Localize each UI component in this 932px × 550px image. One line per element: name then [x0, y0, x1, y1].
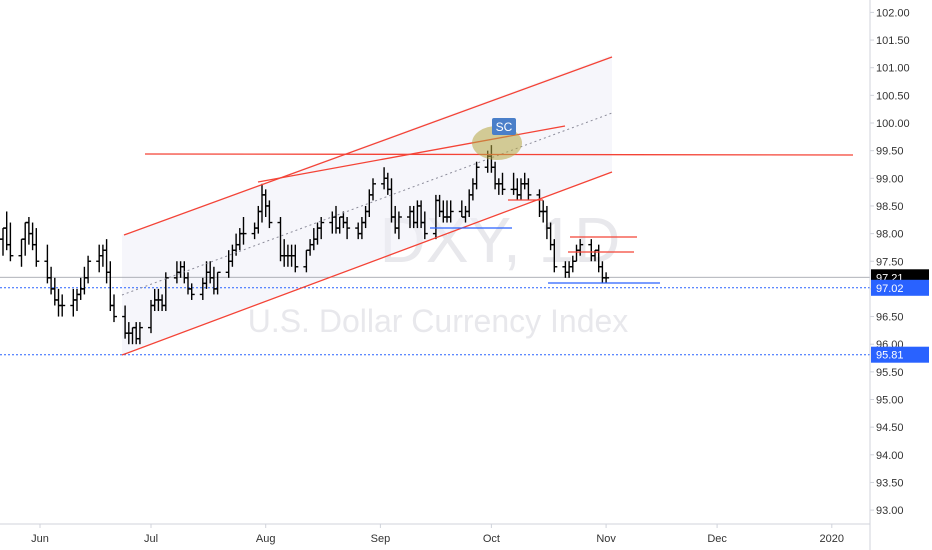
ohlc-bar [81, 266, 88, 295]
channel-upper-line[interactable] [123, 56, 613, 236]
channel-midline [121, 112, 613, 296]
ohlc-bar [525, 178, 532, 201]
ohlc-bar [136, 322, 143, 345]
ohlc-bar [96, 244, 103, 273]
ohlc-bar [395, 211, 402, 240]
x-tick-label: Sep [371, 533, 391, 545]
ohlc-bar [421, 211, 428, 240]
price-line-label: 95.81 [876, 350, 904, 362]
ohlc-bar [29, 222, 36, 251]
ohlc-bar [0, 217, 3, 245]
y-tick-label: 96.50 [876, 312, 904, 324]
y-tick-label: 101.00 [876, 63, 910, 75]
y-tick-label: 93.00 [876, 505, 904, 517]
ohlc-bar [59, 294, 66, 317]
ohlc-bar [603, 272, 610, 284]
ohlc-bar [188, 283, 195, 300]
ohlc-bar [70, 288, 77, 317]
watermark-name: U.S. Dollar Currency Index [248, 303, 629, 339]
ohlc-bar [25, 217, 32, 245]
y-tick-label: 99.50 [876, 146, 904, 158]
y-tick-label: 99.00 [876, 173, 904, 185]
ohlc-bar [107, 261, 114, 312]
x-tick-label: Dec [707, 533, 727, 545]
x-tick-label: Nov [596, 533, 616, 545]
ohlc-bar [240, 217, 247, 245]
price-line-label: 97.02 [876, 283, 904, 295]
x-tick-label: Oct [483, 533, 500, 545]
ohlc-bar [111, 294, 117, 323]
annotation-label: SC [496, 120, 513, 134]
y-tick-label: 98.50 [876, 201, 904, 213]
ohlc-bar [370, 178, 376, 201]
y-tick-label: 93.50 [876, 477, 904, 489]
ohlc-bar [103, 239, 110, 284]
ohlc-bar [447, 200, 454, 223]
y-tick-label: 98.00 [876, 229, 904, 241]
price-line-badge [871, 346, 929, 363]
ohlc-bar [266, 200, 273, 229]
ohlc-bar [0, 227, 6, 256]
ohlc-bar [18, 238, 25, 267]
y-tick-label: 95.00 [876, 395, 904, 407]
ohlc-bar [292, 244, 299, 273]
y-axis[interactable]: 93.0093.5094.0094.5095.0095.5096.0096.50… [870, 7, 910, 517]
ohlc-bar [85, 255, 92, 284]
y-tick-label: 100.00 [876, 118, 910, 130]
ohlc-bar [33, 228, 40, 267]
ohlc-bar [7, 222, 14, 262]
ohlc-bar [551, 239, 558, 273]
ohlc-bar [48, 266, 55, 295]
ohlc-bar [55, 288, 62, 317]
x-tick-label: Aug [256, 533, 276, 545]
y-tick-label: 101.50 [876, 35, 910, 47]
ohlc-bar [22, 221, 29, 256]
y-tick-label: 100.50 [876, 90, 910, 102]
ohlc-bar [344, 217, 351, 240]
x-tick-label: 2020 [820, 533, 844, 545]
ohlc-bar [499, 172, 506, 195]
ohlc-bar [74, 288, 80, 312]
x-tick-label: Jun [31, 533, 49, 545]
x-axis[interactable]: Jun Jul Aug Sep Oct Nov Dec 2020 [31, 524, 844, 545]
x-tick-label: Jul [144, 533, 158, 545]
ohlc-bar [51, 277, 58, 306]
annotation-badge[interactable] [492, 118, 516, 135]
price-line-badge [871, 279, 929, 296]
y-tick-label: 95.50 [876, 367, 904, 379]
y-tick-label: 94.00 [876, 450, 904, 462]
drawing-tools: SC [121, 56, 854, 356]
y-tick-label: 94.50 [876, 422, 904, 434]
ohlc-bar [318, 217, 325, 240]
ohlc-bar [214, 271, 221, 295]
y-tick-label: 102.00 [876, 7, 910, 19]
channel-lower-line[interactable] [121, 171, 613, 356]
ohlc-bar [473, 161, 480, 190]
y-tick-label: 97.50 [876, 256, 904, 268]
ohlc-bar [99, 244, 106, 267]
ohlc-bar [577, 239, 584, 256]
